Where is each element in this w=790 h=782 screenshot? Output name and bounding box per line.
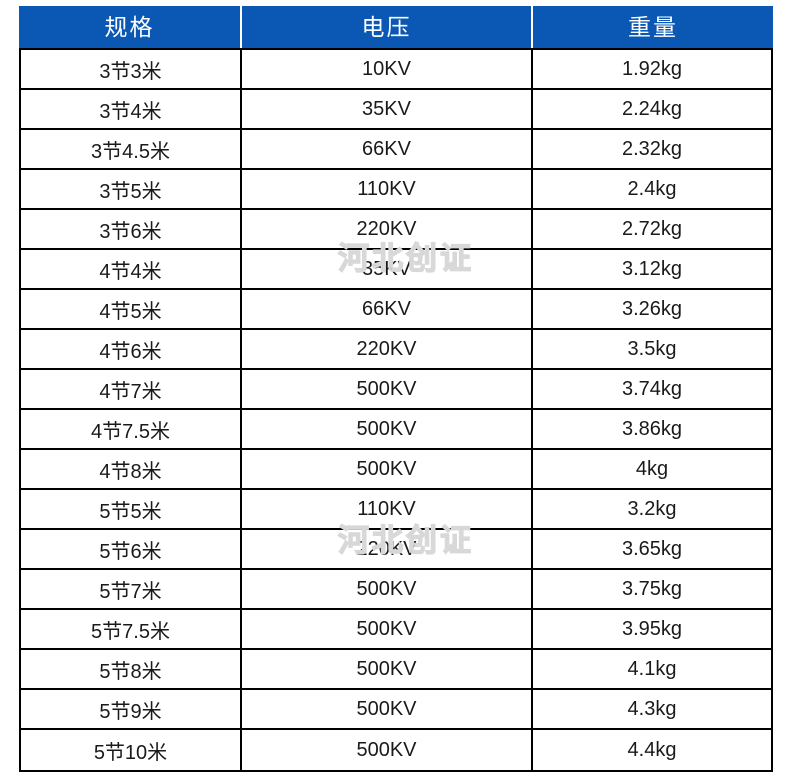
cell-voltage: 35KV <box>242 90 533 128</box>
cell-weight: 3.65kg <box>621 537 683 560</box>
cell-spec: 3节3米 <box>21 50 242 88</box>
table-row: 5节5米 110KV 3.2kg <box>21 490 771 530</box>
cell-weight: 1.92kg <box>621 57 683 80</box>
table-row: 3节3米 10KV 1.92kg <box>21 50 771 90</box>
spec-table: 规格 电压 重量 3节3米 10KV 1.92kg 3节4米 35KV 2.24… <box>19 6 773 772</box>
table-row: 4节6米 220KV 3.5kg <box>21 330 771 370</box>
cell-spec: 5节7.5米 <box>21 610 242 648</box>
table-row: 5节10米 500KV 4.4kg <box>21 730 771 770</box>
cell-voltage: 220KV <box>242 330 533 368</box>
cell-spec: 5节10米 <box>21 730 242 770</box>
cell-weight: 3.2kg <box>627 497 677 520</box>
cell-voltage: 110KV <box>242 490 533 528</box>
cell-weight: 3.74kg <box>621 377 683 400</box>
cell-weight: 3.95kg <box>621 617 683 640</box>
cell-weight: 3.26kg <box>621 297 683 320</box>
cell-spec: 5节7米 <box>21 570 242 608</box>
cell-spec: 3节4米 <box>21 90 242 128</box>
cell-voltage: 500KV <box>242 690 533 728</box>
cell-voltage: 500KV <box>242 370 533 408</box>
header-cell-voltage: 电压 <box>242 6 533 48</box>
cell-weight: 4.3kg <box>627 697 677 720</box>
cell-spec: 4节5米 <box>21 290 242 328</box>
table-row: 5节7.5米 500KV 3.95kg <box>21 610 771 650</box>
cell-spec: 5节5米 <box>21 490 242 528</box>
table-row: 5节6米 220KV 3.65kg <box>21 530 771 570</box>
cell-spec: 4节4米 <box>21 250 242 288</box>
table-row: 4节7.5米 500KV 3.86kg <box>21 410 771 450</box>
cell-spec: 5节8米 <box>21 650 242 688</box>
cell-weight: 3.75kg <box>621 577 683 600</box>
cell-voltage: 220KV <box>242 210 533 248</box>
table-row: 3节4.5米 66KV 2.32kg <box>21 130 771 170</box>
table-row: 5节8米 500KV 4.1kg <box>21 650 771 690</box>
cell-weight: 3.5kg <box>627 337 677 360</box>
cell-voltage: 500KV <box>242 570 533 608</box>
table-row: 3节6米 220KV 2.72kg <box>21 210 771 250</box>
table-row: 5节7米 500KV 3.75kg <box>21 570 771 610</box>
cell-weight: 2.4kg <box>627 177 677 200</box>
table-row: 4节4米 35KV 3.12kg <box>21 250 771 290</box>
cell-weight: 3.12kg <box>621 257 683 280</box>
cell-weight: 2.72kg <box>621 217 683 240</box>
cell-weight: 2.24kg <box>621 97 683 120</box>
header-cell-spec: 规格 <box>19 6 242 48</box>
table-row: 4节8米 500KV 4kg <box>21 450 771 490</box>
cell-spec: 4节7.5米 <box>21 410 242 448</box>
cell-voltage: 10KV <box>242 50 533 88</box>
cell-weight: 4.4kg <box>627 738 677 761</box>
table-row: 3节5米 110KV 2.4kg <box>21 170 771 210</box>
cell-spec: 4节8米 <box>21 450 242 488</box>
cell-voltage: 220KV <box>242 530 533 568</box>
table-row: 4节7米 500KV 3.74kg <box>21 370 771 410</box>
cell-spec: 5节9米 <box>21 690 242 728</box>
table-row: 5节9米 500KV 4.3kg <box>21 690 771 730</box>
cell-voltage: 110KV <box>242 170 533 208</box>
cell-voltage: 500KV <box>242 650 533 688</box>
cell-weight: 2.32kg <box>621 137 683 160</box>
cell-spec: 4节6米 <box>21 330 242 368</box>
cell-voltage: 35KV <box>242 250 533 288</box>
cell-voltage: 500KV <box>242 610 533 648</box>
cell-weight: 4.1kg <box>627 657 677 680</box>
cell-spec: 3节4.5米 <box>21 130 242 168</box>
cell-voltage: 66KV <box>242 290 533 328</box>
cell-voltage: 500KV <box>242 410 533 448</box>
table-row: 4节5米 66KV 3.26kg <box>21 290 771 330</box>
cell-weight: 4kg <box>635 457 669 480</box>
table-header-row: 规格 电压 重量 <box>19 6 773 48</box>
cell-weight: 3.86kg <box>621 417 683 440</box>
cell-spec: 3节5米 <box>21 170 242 208</box>
cell-voltage: 500KV <box>242 730 533 770</box>
cell-spec: 5节6米 <box>21 530 242 568</box>
cell-spec: 3节6米 <box>21 210 242 248</box>
cell-spec: 4节7米 <box>21 370 242 408</box>
header-cell-weight: 重量 <box>628 14 678 40</box>
table-row: 3节4米 35KV 2.24kg <box>21 90 771 130</box>
cell-voltage: 66KV <box>242 130 533 168</box>
cell-voltage: 500KV <box>242 450 533 488</box>
table-body: 3节3米 10KV 1.92kg 3节4米 35KV 2.24kg 3节4.5米… <box>19 48 773 772</box>
